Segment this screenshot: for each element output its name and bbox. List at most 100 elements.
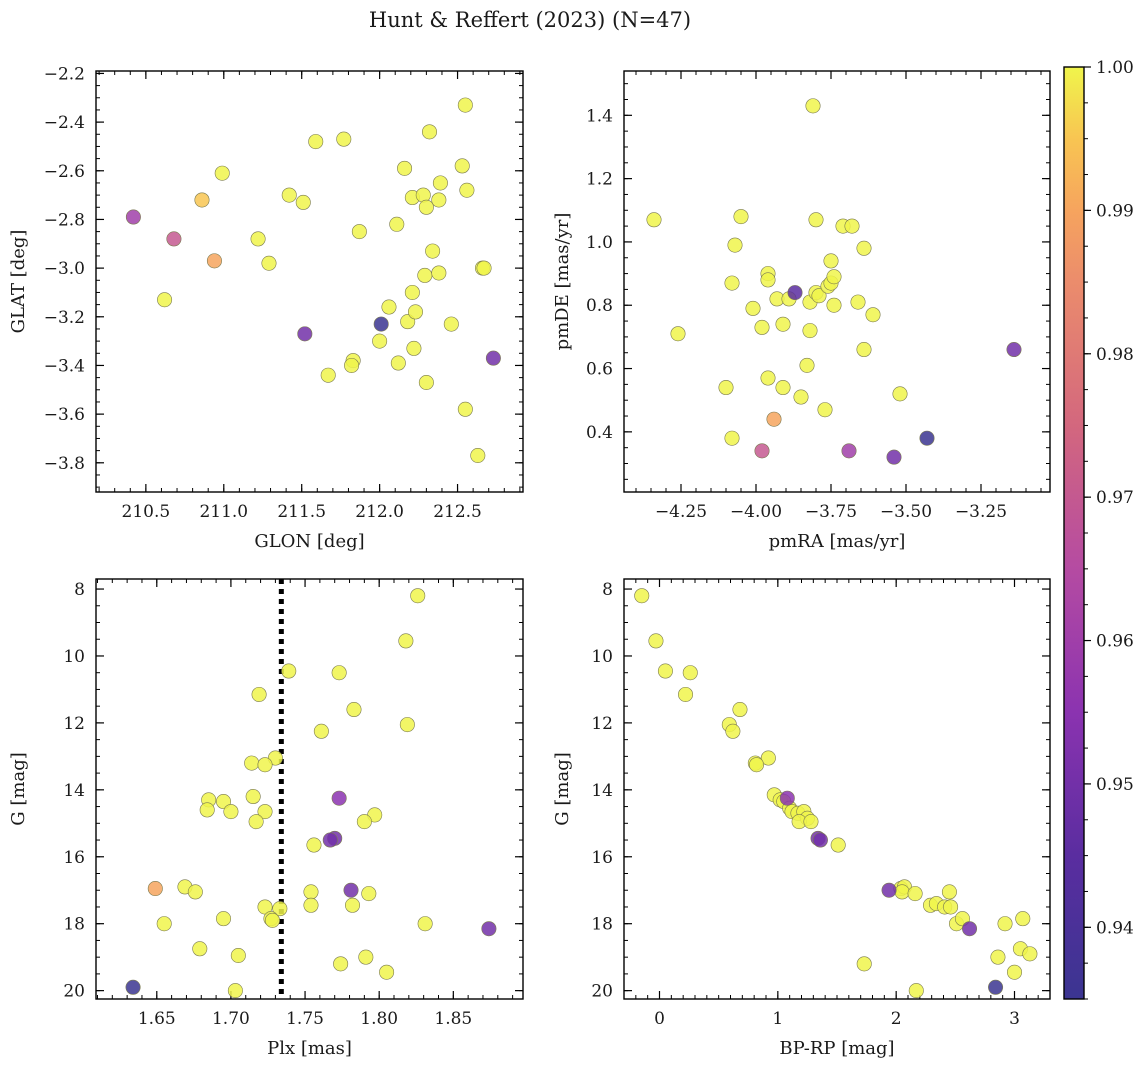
scatter-point [303,884,319,900]
scatter-point [943,899,959,915]
scatter-point [245,789,261,805]
scatter-point [230,947,246,963]
x-tick-label: 212.0 [355,502,404,522]
scatter-point [856,240,872,256]
scatter-point [760,272,776,288]
major-ticks [96,71,523,492]
colorbar-tick-label: 0.98 [1096,345,1134,365]
scatter-point [823,253,839,269]
scatter-point [372,333,388,349]
axes-frame [623,70,1051,493]
y-tick-label: 10 [591,647,613,667]
scatter-point [760,370,776,386]
scatter-point [331,790,347,806]
y-tick-label: 10 [63,647,85,667]
scatter-point [216,911,232,927]
x-tick-label: 0 [654,1009,665,1029]
scatter-point [718,380,734,396]
scatter-point [457,97,473,113]
scatter-point [990,949,1006,965]
scatter-point [799,357,815,373]
y-tick-label: 0.4 [586,423,613,443]
x-axis-label: pmRA [mas/yr] [769,531,906,552]
x-tick-label: 212.5 [433,502,482,522]
scatter-point [830,837,846,853]
scatter-point [125,979,141,995]
scatter-point [381,299,397,315]
y-tick-label: 18 [591,915,613,935]
scatter-point [670,326,686,342]
scatter-point [811,288,827,304]
x-axis-label: BP-RP [mag] [779,1038,894,1059]
scatter-point [421,124,437,140]
scatter-point [988,979,1004,995]
x-tick-label: 1 [772,1009,783,1029]
scatter-point [125,209,141,225]
scatter-point [336,131,352,147]
x-tick-label: −3.50 [880,502,932,522]
scatter-point [908,983,924,999]
scatter-point [470,447,486,463]
scatter-point [1006,342,1022,358]
scatter-point [344,897,360,913]
x-tick-label: 211.0 [199,502,248,522]
scatter-point [476,260,492,276]
scatter-point [272,901,288,917]
scatter-point [817,402,833,418]
y-tick-label: −2.8 [44,210,85,230]
scatter-point [485,350,501,366]
minor-ticks [96,71,523,492]
scatter-point [410,588,426,604]
scatter-point [358,949,374,965]
scatter-point [826,269,842,285]
y-tick-label: 0.8 [586,296,613,316]
x-tick-label: 3 [1009,1009,1020,1029]
x-axis-label: GLON [deg] [254,531,364,552]
scatter-point [760,750,776,766]
scatter-point [803,814,819,830]
colorbar-tick-label: 1.00 [1096,58,1134,78]
scatter-point [351,224,367,240]
scatter-point [281,663,297,679]
scatter-point [766,411,782,427]
scatter-point [648,633,664,649]
y-tick-label: 14 [591,781,613,801]
scatter-point [886,449,902,465]
y-tick-label: 16 [63,848,85,868]
scatter-point [308,134,324,150]
x-tick-label: 211.5 [277,502,326,522]
scatter-point [865,307,881,323]
scatter-point [779,790,795,806]
colorbar-tick-label: 0.96 [1096,632,1134,652]
y-axis-label: pmDE [mas/yr] [552,213,573,351]
scatter-point [379,964,395,980]
scatter-point [418,374,434,390]
x-tick-label: 1.85 [434,1009,472,1029]
scatter-point [313,723,329,739]
scatter-point [481,921,497,937]
y-axis-label: GLAT [deg] [8,230,29,334]
scatter-point [214,165,230,181]
scatter-point [775,316,791,332]
scatter-point [749,757,765,773]
scatter-point [1006,964,1022,980]
scatter-point [812,832,828,848]
scatter-point [724,275,740,291]
subplot-2: −4.25 −4.00 −3.75 −3.50 −3.25 0.4 0.6 0.8 1.0 1.2… [552,70,1051,552]
scatter-point [1015,911,1031,927]
axes-frame [95,578,524,1000]
y-tick-label: −3.0 [44,259,85,279]
scatter-point [257,757,273,773]
scatter-point [192,941,208,957]
scatter-point [333,956,349,972]
y-axis-label: G [mag] [8,752,29,825]
x-tick-label: −3.75 [805,502,857,522]
scatter-point [250,231,266,247]
y-axis-label: G [mag] [552,752,573,825]
minor-ticks [96,579,523,999]
axes-frame [623,578,1051,1000]
y-tick-label: 1.2 [586,170,613,190]
scatter-point [678,686,694,702]
y-tick-label: 14 [63,781,85,801]
